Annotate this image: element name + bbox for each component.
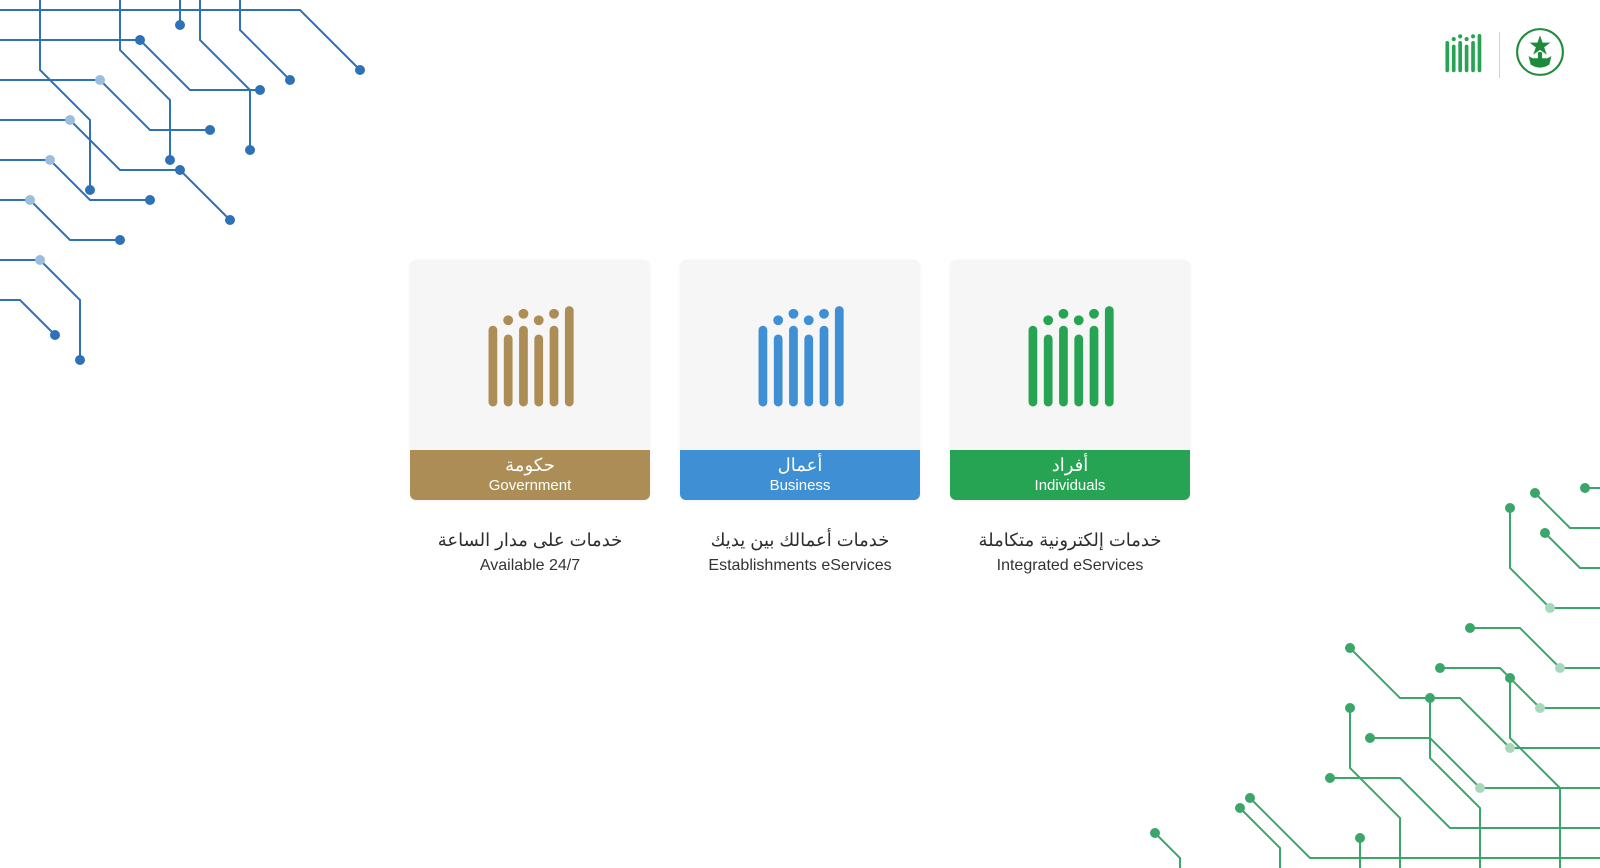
moi-emblem-icon: [1514, 26, 1566, 83]
card-individuals[interactable]: أفراد Individuals: [950, 260, 1190, 500]
card-individuals-bar: أفراد Individuals: [950, 450, 1190, 500]
absher-business-icon: [745, 293, 855, 418]
card-government[interactable]: حكومة Government: [410, 260, 650, 500]
caption-government: خدمات على مدار الساعة Available 24/7: [410, 530, 650, 575]
caption-government-ar: خدمات على مدار الساعة: [410, 530, 650, 551]
caption-individuals-en: Integrated eServices: [950, 557, 1190, 575]
card-business[interactable]: أعمال Business: [680, 260, 920, 500]
card-captions-row: خدمات على مدار الساعة Available 24/7 خدم…: [410, 530, 1190, 575]
caption-business: خدمات أعمالك بين يديك Establishments eSe…: [680, 530, 920, 575]
card-government-title-en: Government: [489, 477, 572, 496]
card-business-icon-area: [680, 260, 920, 450]
caption-individuals-ar: خدمات إلكترونية متكاملة: [950, 530, 1190, 551]
card-business-title-en: Business: [770, 477, 831, 496]
service-cards-row: حكومة Government: [410, 260, 1190, 500]
caption-individuals: خدمات إلكترونية متكاملة Integrated eServ…: [950, 530, 1190, 575]
card-business-title-ar: أعمال: [778, 454, 823, 477]
absher-logo-icon: [1439, 29, 1485, 80]
caption-business-ar: خدمات أعمالك بين يديك: [680, 530, 920, 551]
caption-business-en: Establishments eServices: [680, 557, 920, 575]
card-government-title-ar: حكومة: [505, 454, 555, 477]
absher-individuals-icon: [1015, 293, 1125, 418]
absher-government-icon: [475, 293, 585, 418]
card-government-bar: حكومة Government: [410, 450, 650, 500]
caption-government-en: Available 24/7: [410, 557, 650, 575]
card-individuals-icon-area: [950, 260, 1190, 450]
card-individuals-title-ar: أفراد: [1052, 454, 1089, 477]
card-business-bar: أعمال Business: [680, 450, 920, 500]
header-logos: [1439, 26, 1566, 83]
card-government-icon-area: [410, 260, 650, 450]
card-individuals-title-en: Individuals: [1035, 477, 1106, 496]
header-logo-divider: [1499, 32, 1500, 78]
